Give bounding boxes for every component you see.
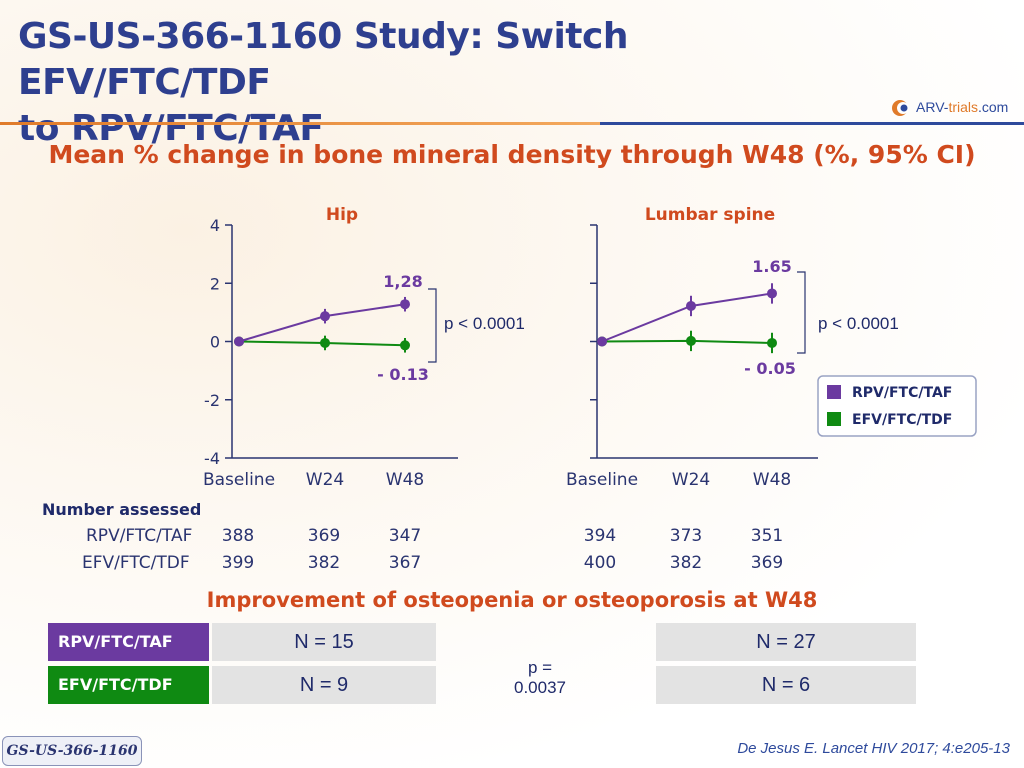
na-efv-spine-w48: 369: [750, 553, 784, 573]
spine-efv-point: [767, 337, 777, 348]
hip-x-tick-label: W24: [306, 470, 344, 490]
legend-swatch-rpv: [827, 385, 841, 399]
hip-y-tick-label: -4: [204, 449, 220, 468]
hip-y-tick-label: -2: [204, 391, 220, 410]
improvement-efv-hip: N = 9: [212, 666, 436, 704]
na-rpv-hip-w48: 347: [388, 526, 422, 546]
hip-rpv-point: [234, 336, 244, 347]
na-rpv-hip-baseline: 388: [221, 526, 255, 546]
arv-trials-logo: ARV-trials.com: [890, 98, 1016, 120]
title-line-2: to RPV/FTC/TAF: [18, 108, 324, 149]
spine-efv-w48-label: - 0.05: [744, 359, 796, 378]
improvement-rpv-hip: N = 15: [212, 623, 436, 661]
chart-subtitle: Mean % change in bone mineral density th…: [48, 140, 976, 169]
hip-p-bracket: [428, 288, 437, 363]
hip-chart-title: Hip: [326, 205, 358, 225]
spine-efv-point: [686, 335, 696, 346]
na-row-label-rpv: RPV/FTC/TAF: [86, 526, 193, 546]
legend-box: [817, 375, 977, 437]
improvement-rpv-spine: N = 27: [656, 623, 916, 661]
improvement-label-efv: EFV/FTC/TDF: [48, 666, 209, 704]
hip-efv-point: [320, 337, 330, 348]
na-efv-hip-w24: 382: [307, 553, 341, 573]
hip-rpv-line: [238, 303, 406, 343]
improvement-p-value: p = 0.0037: [514, 658, 566, 697]
spine-x-tick-label: W24: [672, 470, 710, 490]
spine-chart-title: Lumbar spine: [645, 205, 775, 225]
legend-label-rpv: RPV/FTC/TAF: [852, 385, 952, 401]
hip-efv-point: [400, 340, 410, 351]
logo-text: ARV-trials.com: [916, 99, 1009, 115]
hip-x-tick-label: Baseline: [203, 470, 275, 490]
improvement-heading: Improvement of osteopenia or osteoporosi…: [206, 588, 818, 612]
spine-x-tick-label: W48: [753, 470, 791, 490]
hip-rpv-point: [400, 299, 410, 310]
na-rpv-spine-w24: 373: [669, 526, 703, 546]
hip-y-tick-label: 0: [210, 333, 220, 352]
improvement-efv-spine: N = 6: [656, 666, 916, 704]
na-efv-hip-baseline: 399: [221, 553, 255, 573]
logo-icon: [892, 100, 909, 116]
hip-rpv-point: [320, 311, 330, 322]
spine-p-bracket: [797, 271, 806, 354]
hip-y-tick-label: 4: [210, 216, 220, 235]
spine-rpv-w48-label: 1.65: [752, 257, 791, 276]
bmd-charts: Hip 4 2 0 -2 -4 Baseline W24 W48 1,28 - 0.13 p < 0.…: [203, 205, 977, 490]
hip-p-value-label: p < 0.0001: [444, 314, 525, 333]
na-efv-spine-baseline: 400: [583, 553, 617, 573]
legend-swatch-efv: [827, 412, 841, 426]
na-rpv-spine-w48: 351: [750, 526, 784, 546]
na-row-label-efv: EFV/FTC/TDF: [82, 553, 190, 573]
study-tag: GS-US-366-1160: [2, 736, 142, 766]
spine-rpv-line: [601, 292, 773, 343]
spine-rpv-point: [597, 336, 607, 347]
na-rpv-hip-w24: 369: [307, 526, 341, 546]
legend-label-efv: EFV/FTC/TDF: [852, 412, 952, 428]
hip-rpv-w48-label: 1,28: [383, 272, 422, 291]
improvement-label-rpv: RPV/FTC/TAF: [48, 623, 209, 661]
citation: De Jesus E. Lancet HIV 2017; 4:e205-13: [737, 740, 1010, 757]
number-assessed-heading: Number assessed: [42, 500, 202, 519]
hip-x-tick-label: W48: [386, 470, 424, 490]
header-rule-blue: [600, 122, 1024, 125]
hip-y-tick-label: 2: [210, 274, 220, 293]
title-line-1: GS-US-366-1160 Study: Switch EFV/FTC/TDF: [18, 16, 628, 103]
header-rule-orange: [0, 122, 1024, 125]
page-title: GS-US-366-1160 Study: Switch EFV/FTC/TDF…: [18, 14, 858, 152]
na-efv-hip-w48: 367: [388, 553, 422, 573]
spine-p-value-label: p < 0.0001: [818, 314, 899, 333]
hip-efv-w48-label: - 0.13: [377, 365, 429, 384]
spine-x-tick-label: Baseline: [566, 470, 638, 490]
spine-rpv-point: [686, 300, 696, 311]
spine-rpv-point: [767, 288, 777, 299]
na-efv-spine-w24: 382: [669, 553, 703, 573]
na-rpv-spine-baseline: 394: [583, 526, 617, 546]
